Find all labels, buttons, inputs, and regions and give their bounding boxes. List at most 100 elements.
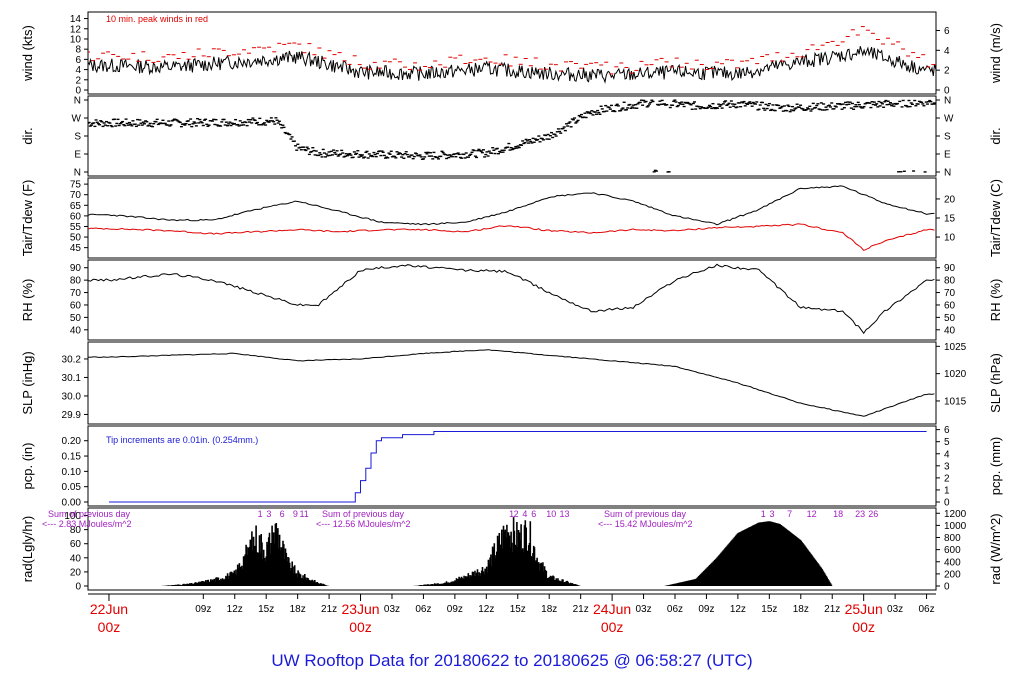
- cloud-mark-label: 1: [761, 509, 766, 519]
- temperature-series-Tdew: [88, 223, 935, 252]
- dir-tick-label-right: N: [944, 168, 951, 179]
- wind-tick-label-left: 10: [70, 34, 82, 45]
- radiation-sum-value: <--- 15.42 MJoules/m^2: [598, 519, 693, 529]
- temperature-tick-label-left: 75: [70, 180, 82, 191]
- wind-frame: [87, 11, 937, 95]
- precipitation-tick-label-left: 0.10: [62, 467, 82, 478]
- time-tick-label: 06z: [919, 604, 935, 615]
- temperature-tick-label-right: 20: [944, 194, 956, 205]
- pressure-tick-label-left: 30.1: [62, 373, 82, 384]
- humidity-tick-label-right: 40: [944, 325, 956, 336]
- time-tick-label: 15z: [510, 604, 526, 615]
- dir-tick-label-right: S: [944, 132, 951, 143]
- wind-tick-label-right: 6: [944, 26, 950, 37]
- pressure-tick-label-right: 1015: [944, 396, 967, 407]
- day-label: 24Jun: [593, 601, 631, 617]
- radiation-tick-label-left: 80: [70, 525, 82, 536]
- direction-ylabel-right: dir.: [988, 127, 1003, 144]
- temperature-tick-label-left: 60: [70, 211, 82, 222]
- precipitation-annotation: Tip increments are 0.01in. (0.254mm.): [106, 435, 258, 445]
- dir-tick-label-left: S: [74, 132, 81, 143]
- cloud-mark-label: 1: [258, 509, 263, 519]
- cloud-mark-label: 18: [833, 509, 843, 519]
- time-tick-label: 06z: [415, 604, 431, 615]
- radiation-tick-label-left: 0: [75, 582, 81, 593]
- humidity-ylabel: RH (%): [20, 279, 35, 322]
- cloud-mark-label: 23: [855, 509, 865, 519]
- dir-tick-label-left: N: [74, 168, 81, 179]
- wind-ylabel-right: wind (m/s): [988, 23, 1003, 84]
- precipitation-ylabel-right: pcp. (mm): [988, 437, 1003, 496]
- wind-tick-label-right: 2: [944, 66, 950, 77]
- precipitation-ylabel: pcp. (in): [20, 443, 35, 490]
- precipitation-tick-label-right: 5: [944, 437, 950, 448]
- temperature-series-Tair: [88, 185, 935, 226]
- time-tick-label: 06z: [667, 604, 683, 615]
- time-tick-label: 15z: [258, 604, 274, 615]
- radiation-tick-label-left: 40: [70, 553, 82, 564]
- time-tick-label: 18z: [793, 604, 809, 615]
- radiation-day-3: [664, 521, 833, 586]
- temperature-tick-label-left: 55: [70, 222, 82, 233]
- dir-tick-label-left: N: [74, 96, 81, 107]
- time-tick-label: 03z: [635, 604, 651, 615]
- precipitation-tick-label-right: 1: [944, 485, 950, 496]
- radiation-tick-label-left: 60: [70, 539, 82, 550]
- pressure-tick-label-left: 30.0: [62, 391, 82, 402]
- cloud-mark-label: 4: [522, 509, 527, 519]
- wind-tick-label-left: 4: [75, 65, 81, 76]
- pressure-tick-label-left: 30.2: [62, 354, 82, 365]
- dir-tick-label-right: E: [944, 150, 951, 161]
- pressure-tick-label-right: 1020: [944, 369, 967, 380]
- pressure-ylabel-right: SLP (hPa): [988, 353, 1003, 413]
- temperature-ylabel: Tair/Tdew (F): [20, 180, 35, 257]
- time-tick-label: 03z: [384, 604, 400, 615]
- temperature-ylabel-right: Tair/Tdew (C): [988, 179, 1003, 257]
- wind-tick-label-left: 14: [70, 14, 82, 25]
- precipitation-series-0: [109, 431, 927, 503]
- dir-tick-label-left: W: [72, 114, 82, 125]
- cloud-mark-label: 6: [531, 509, 536, 519]
- temperature-tick-label-left: 45: [70, 243, 82, 254]
- time-tick-label: 15z: [761, 604, 777, 615]
- pressure-ylabel: SLP (inHg): [20, 351, 35, 414]
- dir-tick-label-right: N: [944, 96, 951, 107]
- humidity-series-0: [88, 263, 935, 335]
- radiation-frame: [87, 507, 937, 591]
- wind-tick-label-right: 4: [944, 46, 950, 57]
- day-hour-label: 00z: [601, 619, 624, 635]
- temperature-tick-label-right: 15: [944, 214, 956, 225]
- wind-ylabel: wind (kts): [20, 25, 35, 82]
- time-tick-label: 09z: [195, 604, 211, 615]
- time-axis: 09z 12z 15z 18z 21z 03z 06z 09z 12z 15z 18z 21z 03z 0…: [88, 593, 936, 635]
- panel-radiation: rad(Lgly/hr) rad (W/m^2)02040608010002004…: [20, 507, 1003, 593]
- radiation-sum-label: Sum of previous day: [322, 509, 405, 519]
- radiation-ylabel: rad(Lgly/hr): [20, 516, 35, 582]
- pressure-plot-area: [88, 349, 935, 417]
- time-tick-label: 21z: [824, 604, 840, 615]
- humidity-tick-label-right: 50: [944, 313, 956, 324]
- radiation-ylabel-right: rad (W/m^2): [988, 513, 1003, 584]
- humidity-tick-label-right: 80: [944, 276, 956, 287]
- cloud-mark-label: 11: [299, 509, 308, 519]
- cloud-mark-label: 1: [509, 509, 514, 519]
- humidity-tick-label-left: 90: [70, 263, 82, 274]
- wind-tick-label-right: 0: [944, 86, 950, 97]
- wind-tick-label-left: 0: [75, 86, 81, 97]
- footer-title: UW Rooftop Data for 20180622 to 20180625…: [271, 651, 752, 670]
- radiation-day-1: [161, 523, 329, 586]
- precipitation-tick-label-left: 0.05: [62, 482, 82, 493]
- radiation-sum-label: Sum of previous day: [604, 509, 687, 519]
- radiation-tick-label-left: 20: [70, 567, 82, 578]
- wind-tick-label-left: 6: [75, 55, 81, 66]
- time-tick-label: 12z: [730, 604, 746, 615]
- day-hour-label: 00z: [852, 619, 875, 635]
- precipitation-plot-area: [109, 431, 927, 503]
- humidity-frame: [87, 259, 937, 341]
- radiation-sum-value: <--- 12.56 MJoules/m^2: [316, 519, 411, 529]
- pressure-series-0: [88, 349, 935, 417]
- humidity-tick-label-right: 90: [944, 263, 956, 274]
- cloud-mark-label: 3: [770, 509, 775, 519]
